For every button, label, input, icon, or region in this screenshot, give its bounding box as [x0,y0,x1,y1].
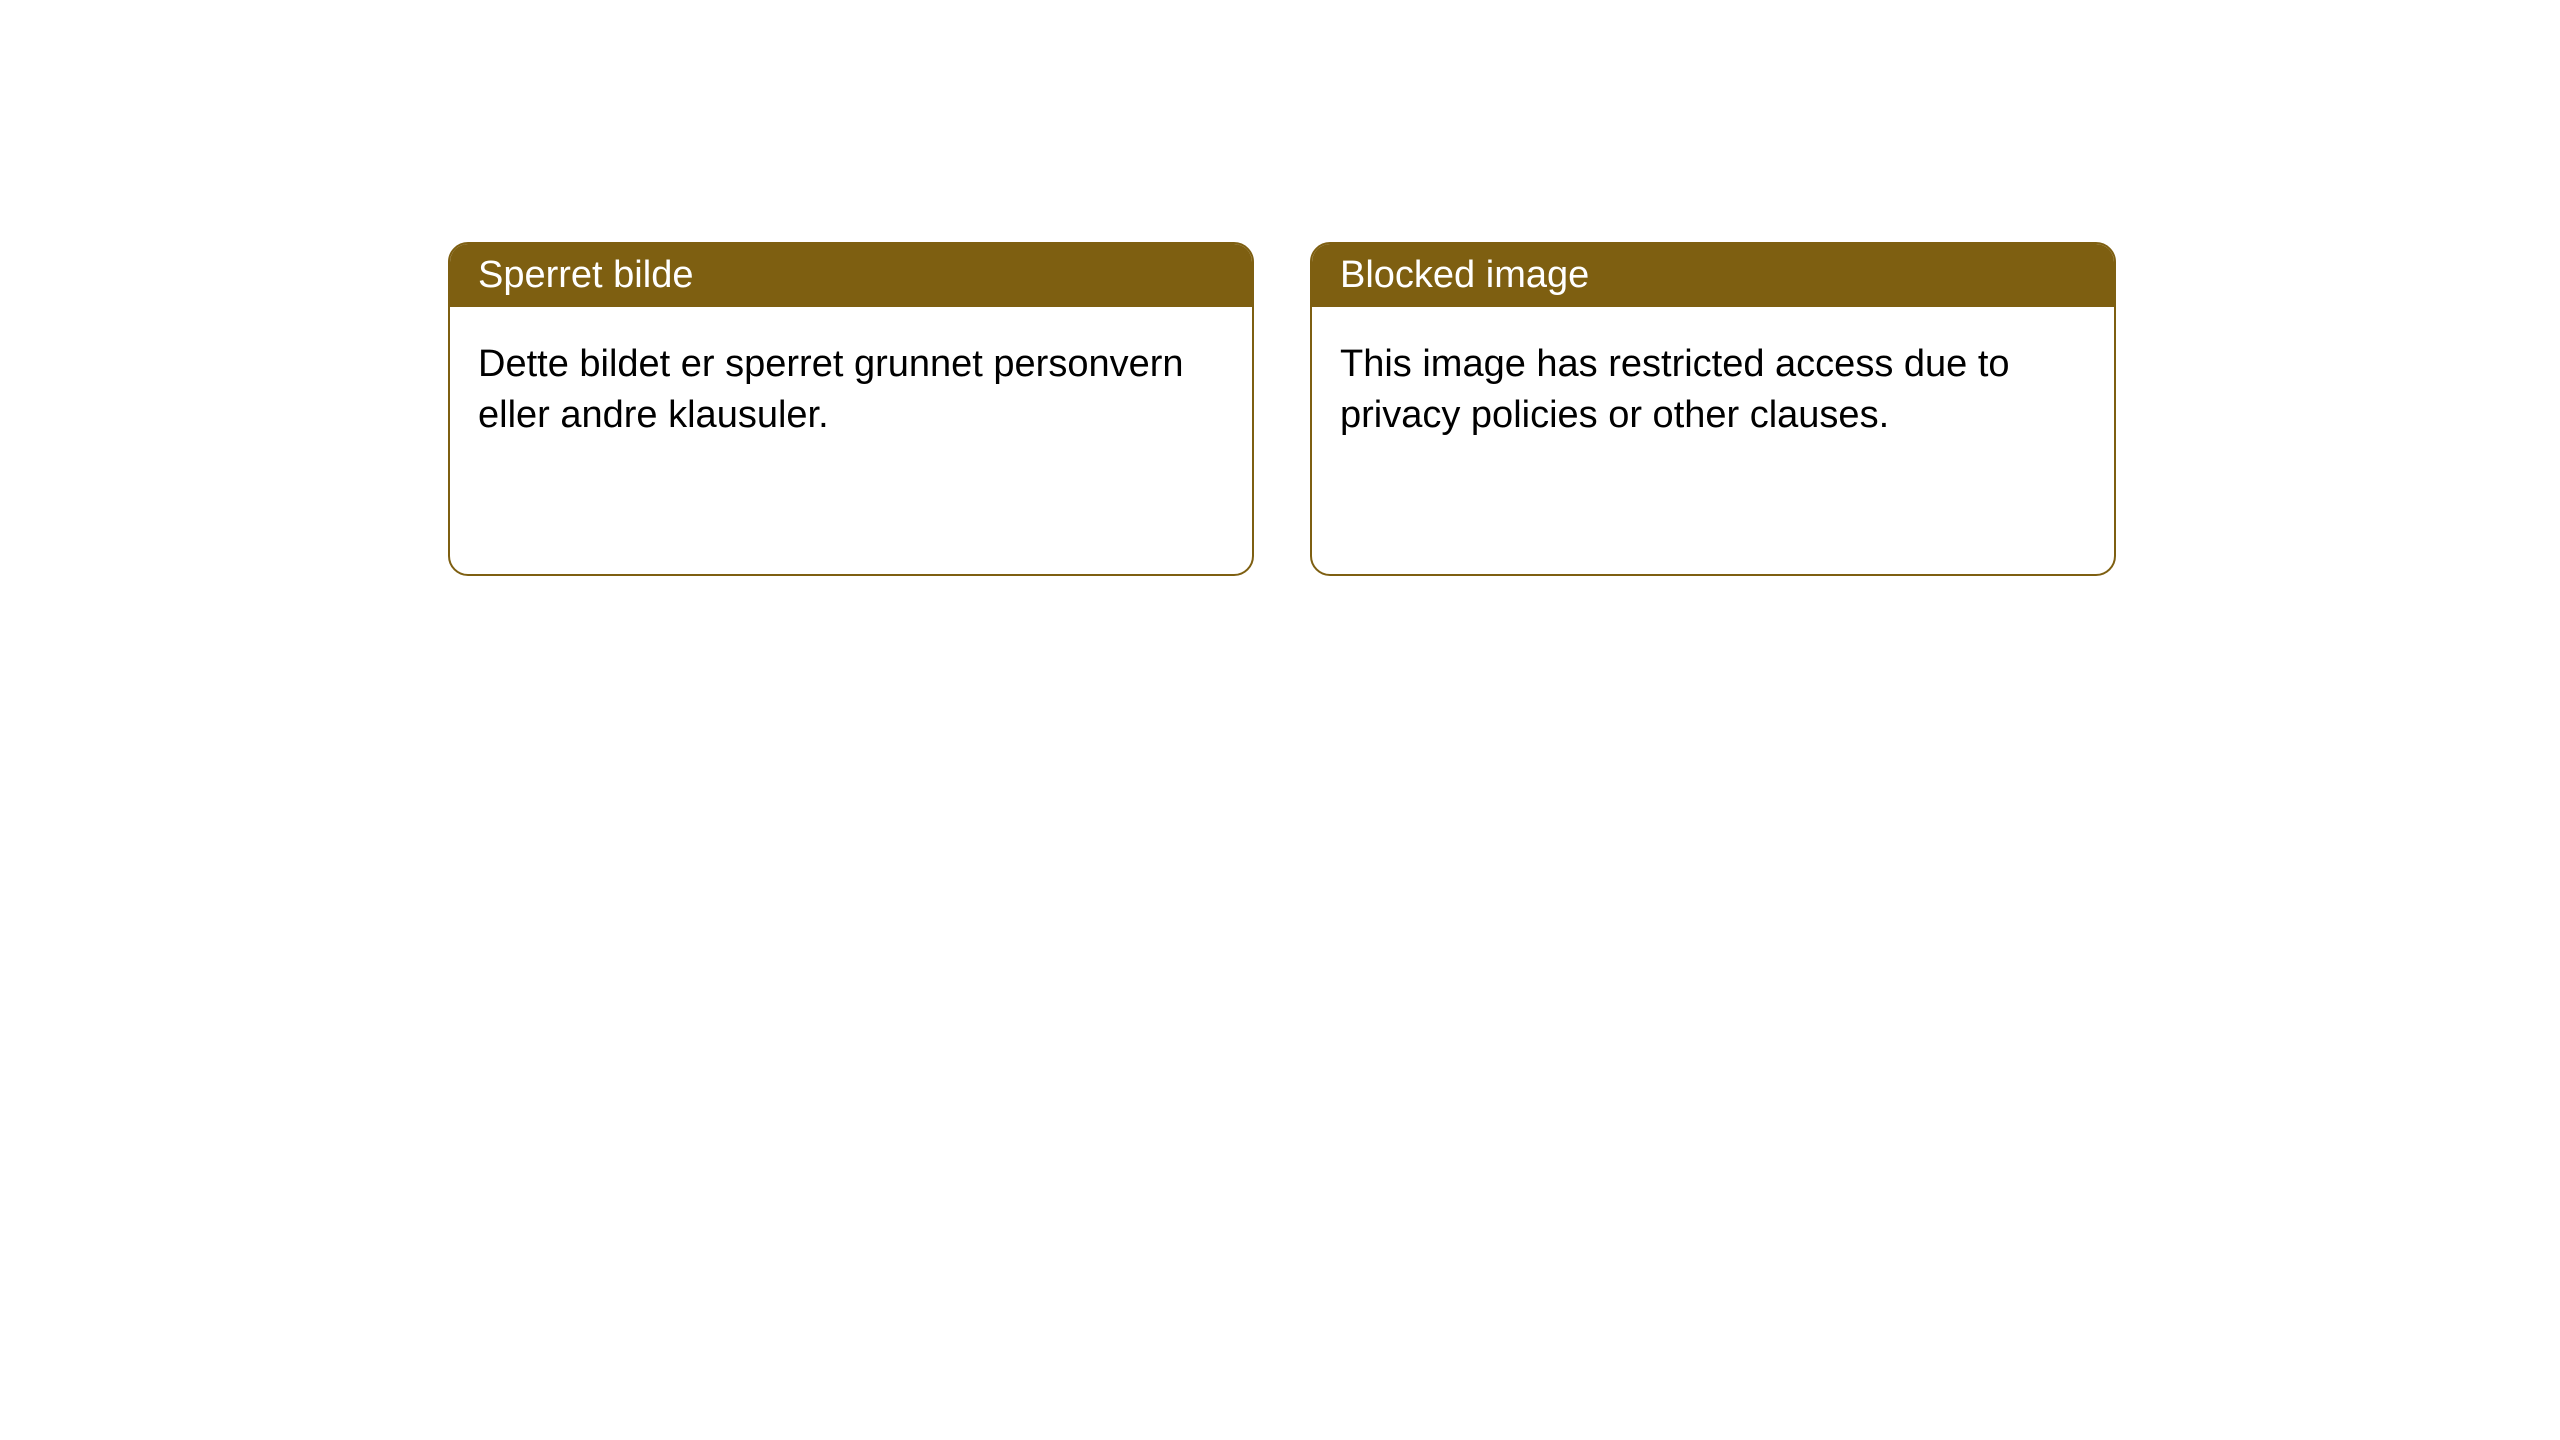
notice-card-english: Blocked image This image has restricted … [1310,242,2116,576]
notice-cards-container: Sperret bilde Dette bildet er sperret gr… [0,0,2560,576]
notice-header-english: Blocked image [1312,244,2114,307]
notice-body-english: This image has restricted access due to … [1312,307,2114,474]
notice-body-norwegian: Dette bildet er sperret grunnet personve… [450,307,1252,474]
notice-header-norwegian: Sperret bilde [450,244,1252,307]
notice-card-norwegian: Sperret bilde Dette bildet er sperret gr… [448,242,1254,576]
